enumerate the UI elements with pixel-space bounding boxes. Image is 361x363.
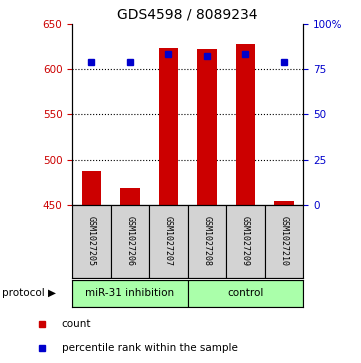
Text: miR-31 inhibition: miR-31 inhibition	[86, 288, 174, 298]
Text: GSM1027205: GSM1027205	[87, 216, 96, 266]
Bar	[274, 200, 293, 205]
Text: control: control	[227, 288, 264, 298]
Bar	[197, 49, 217, 205]
Bar	[188, 280, 303, 307]
Bar	[82, 171, 101, 205]
Bar	[159, 48, 178, 205]
Bar	[111, 205, 149, 278]
Text: GSM1027208: GSM1027208	[203, 216, 212, 266]
Bar	[72, 280, 188, 307]
Bar	[188, 205, 226, 278]
Bar	[265, 205, 303, 278]
Text: GSM1027207: GSM1027207	[164, 216, 173, 266]
Bar	[226, 205, 265, 278]
Text: percentile rank within the sample: percentile rank within the sample	[61, 343, 238, 352]
Text: count: count	[61, 319, 91, 329]
Text: GSM1027209: GSM1027209	[241, 216, 250, 266]
Bar	[149, 205, 188, 278]
Text: GSM1027206: GSM1027206	[126, 216, 134, 266]
Bar	[120, 188, 140, 205]
Bar	[72, 205, 111, 278]
Text: protocol ▶: protocol ▶	[2, 288, 56, 298]
Text: GSM1027210: GSM1027210	[279, 216, 288, 266]
Bar	[236, 44, 255, 205]
Title: GDS4598 / 8089234: GDS4598 / 8089234	[117, 7, 258, 21]
